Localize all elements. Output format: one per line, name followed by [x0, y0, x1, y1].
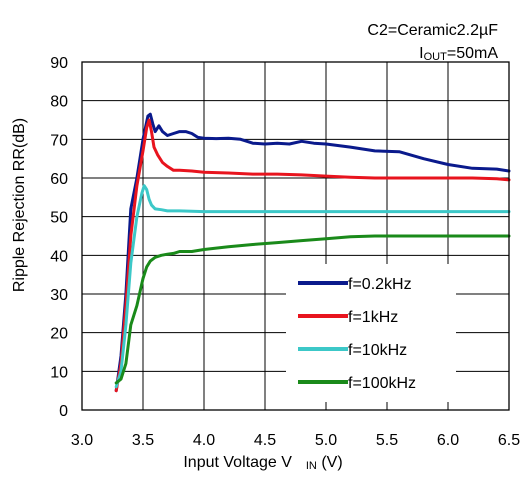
series-line [114, 184, 511, 389]
y-tick-label: 30 [50, 287, 68, 304]
series-line [114, 118, 511, 393]
iout-value: =50mA [446, 45, 498, 62]
legend-label: f=0.2kHz [348, 276, 412, 293]
iout-subscript: OUT [423, 51, 447, 63]
x-tick-label: 4.5 [254, 432, 276, 449]
x-axis-label-subscript: IN [305, 460, 317, 472]
y-tick-label: 50 [50, 210, 68, 227]
iout-symbol: I [419, 45, 424, 62]
y-axis-label: Ripple Rejection RR(dB) [11, 117, 28, 293]
x-tick-label: 6.0 [437, 432, 459, 449]
x-tick-label: 6.5 [498, 432, 520, 449]
series-lines [114, 112, 511, 393]
y-tick-label: 10 [50, 364, 68, 381]
y-tick-label: 40 [50, 248, 68, 265]
legend-box [286, 264, 456, 402]
y-tick-label: 60 [50, 171, 68, 188]
plot-frame [81, 61, 510, 411]
tick-labels: 3.0 3.5 4.0 4.5 5.0 5.5 6.0 6.5 0 10 20 30 40 50 60 70 8… [50, 55, 520, 449]
x-axis-label: Input Voltage V IN (V) [0, 454, 526, 472]
legend: f=0.2kHz f=1kHz f=10kHz f=100kHz [286, 264, 456, 402]
iout-annotation: IOUT=50mA [419, 45, 498, 63]
capacitor-annotation: C2=Ceramic2.2µF [367, 22, 498, 39]
series-line [114, 234, 511, 385]
x-axis-label-main: Input Voltage V [183, 454, 292, 471]
y-tick-label: 0 [59, 403, 68, 420]
x-tick-label: 5.5 [376, 432, 398, 449]
y-tick-label: 90 [50, 55, 68, 72]
x-tick-label: 3.5 [132, 432, 154, 449]
series-line [114, 112, 511, 393]
x-tick-label: 4.0 [193, 432, 215, 449]
x-tick-label: 3.0 [71, 432, 93, 449]
y-tick-label: 70 [50, 132, 68, 149]
legend-label: f=100kHz [348, 375, 416, 392]
y-tick-label: 80 [50, 94, 68, 111]
legend-label: f=10kHz [348, 342, 407, 359]
x-tick-label: 5.0 [315, 432, 337, 449]
x-axis-label-unit: (V) [321, 454, 343, 471]
legend-label: f=1kHz [348, 309, 398, 326]
y-tick-label: 20 [50, 326, 68, 343]
